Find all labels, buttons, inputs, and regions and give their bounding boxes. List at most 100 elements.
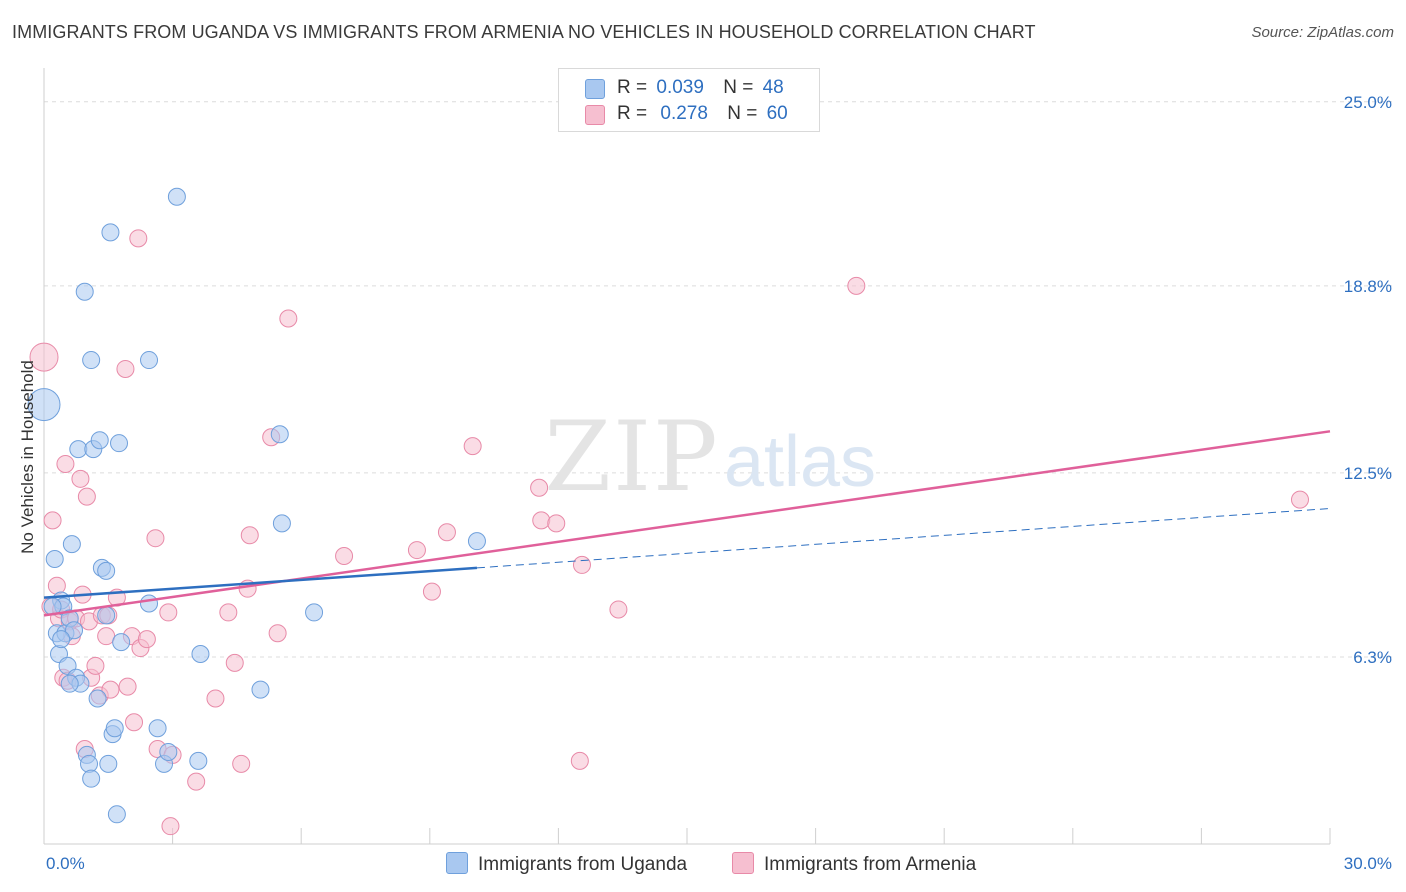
uganda-point xyxy=(69,440,88,459)
armenia-point xyxy=(159,603,178,622)
armenia-points xyxy=(29,229,1309,836)
armenia-r-label: R = xyxy=(617,103,648,124)
armenia-point xyxy=(570,751,589,770)
chart-title: IMMIGRANTS FROM UGANDA VS IMMIGRANTS FRO… xyxy=(12,22,1036,42)
uganda-point xyxy=(107,805,126,824)
x-tick-label-min: 0.0% xyxy=(46,854,85,873)
armenia-point xyxy=(187,772,206,791)
armenia-trend-line xyxy=(43,430,1331,617)
uganda-r-value: 0.039 xyxy=(656,77,704,98)
uganda-point xyxy=(45,549,64,568)
armenia-point xyxy=(29,342,59,372)
armenia-point xyxy=(268,624,287,643)
uganda-points xyxy=(27,187,486,824)
armenia-n-label: N = xyxy=(727,103,758,124)
uganda-point xyxy=(167,187,186,206)
y-tick-label: 25.0% xyxy=(1344,93,1392,112)
uganda-trend-line xyxy=(43,566,478,599)
bottom-uganda-swatch xyxy=(446,852,468,874)
armenia-point xyxy=(86,656,105,675)
armenia-point xyxy=(118,677,137,696)
armenia-point xyxy=(137,630,156,649)
watermark-atlas: atlas xyxy=(724,422,876,502)
armenia-point xyxy=(847,276,866,295)
armenia-point xyxy=(547,514,566,533)
uganda-point xyxy=(112,633,131,652)
armenia-point xyxy=(71,469,90,488)
uganda-point xyxy=(75,282,94,301)
uganda-point xyxy=(27,388,61,422)
armenia-r-value: 0.278 xyxy=(660,103,708,124)
armenia-point xyxy=(530,478,549,497)
uganda-trend-line-dashed xyxy=(476,508,1331,569)
armenia-point xyxy=(463,437,482,456)
armenia-point xyxy=(240,526,259,545)
armenia-point xyxy=(1290,490,1309,509)
watermark-zip: ZIP xyxy=(544,401,719,513)
y-tick-label: 18.8% xyxy=(1344,277,1392,296)
uganda-point xyxy=(110,434,129,453)
armenia-point xyxy=(572,555,591,574)
source-label: Source: ZipAtlas.com xyxy=(1251,24,1394,41)
uganda-point xyxy=(90,431,109,450)
trend-lines xyxy=(43,430,1331,617)
y-axis-title: No Vehicles in Household xyxy=(18,360,37,554)
bottom-armenia-label: Immigrants from Armenia xyxy=(764,854,977,875)
uganda-point xyxy=(52,630,71,649)
armenia-point xyxy=(129,229,148,248)
uganda-n-label: N = xyxy=(723,77,754,98)
uganda-point xyxy=(191,644,210,663)
watermark: ZIP atlas xyxy=(544,401,876,513)
uganda-point xyxy=(105,719,124,738)
armenia-point xyxy=(146,529,165,548)
armenia-point xyxy=(77,487,96,506)
uganda-swatch xyxy=(585,79,605,99)
correlation-legend: R = 0.039 N = 48 R = 0.278 N = 60 xyxy=(558,68,820,132)
uganda-point xyxy=(148,719,167,738)
uganda-point xyxy=(140,594,159,613)
uganda-point xyxy=(251,680,270,699)
armenia-swatch xyxy=(585,105,605,125)
uganda-point xyxy=(60,674,79,693)
armenia-point xyxy=(407,541,426,560)
y-tick-label: 6.3% xyxy=(1353,648,1392,667)
uganda-point xyxy=(97,606,116,625)
uganda-point xyxy=(62,535,81,554)
uganda-point xyxy=(140,351,159,370)
uganda-point xyxy=(97,561,116,580)
uganda-point xyxy=(80,754,99,773)
uganda-point xyxy=(159,742,178,761)
armenia-point xyxy=(101,680,120,699)
bottom-legend-uganda: Immigrants from Uganda xyxy=(446,852,687,876)
tick-labels: 6.3% 12.5% 18.8% 25.0% 0.0% 30.0% xyxy=(46,93,1392,873)
bottom-uganda-label: Immigrants from Uganda xyxy=(478,854,688,875)
armenia-point xyxy=(47,576,66,595)
armenia-n-value: 60 xyxy=(766,103,788,124)
bottom-legend-armenia: Immigrants from Armenia xyxy=(732,852,976,876)
bottom-armenia-swatch xyxy=(732,852,754,874)
armenia-point xyxy=(279,309,298,328)
uganda-point xyxy=(82,351,101,370)
uganda-point xyxy=(270,425,289,444)
armenia-point xyxy=(116,359,135,378)
armenia-point xyxy=(206,689,225,708)
armenia-point xyxy=(422,582,441,601)
armenia-point xyxy=(125,713,144,732)
armenia-point xyxy=(335,547,354,566)
y-tick-label: 12.5% xyxy=(1344,464,1392,483)
armenia-point xyxy=(225,653,244,672)
armenia-point xyxy=(43,511,62,530)
armenia-point xyxy=(56,454,75,473)
uganda-point xyxy=(65,621,84,640)
armenia-point xyxy=(219,603,238,622)
uganda-point xyxy=(88,689,107,708)
armenia-point xyxy=(161,817,180,836)
armenia-point xyxy=(232,754,251,773)
armenia-point xyxy=(437,523,456,542)
armenia-point xyxy=(609,600,628,619)
uganda-point xyxy=(189,751,208,770)
uganda-point xyxy=(82,769,101,788)
uganda-point xyxy=(467,532,486,551)
uganda-point xyxy=(99,754,118,773)
uganda-point xyxy=(305,603,324,622)
